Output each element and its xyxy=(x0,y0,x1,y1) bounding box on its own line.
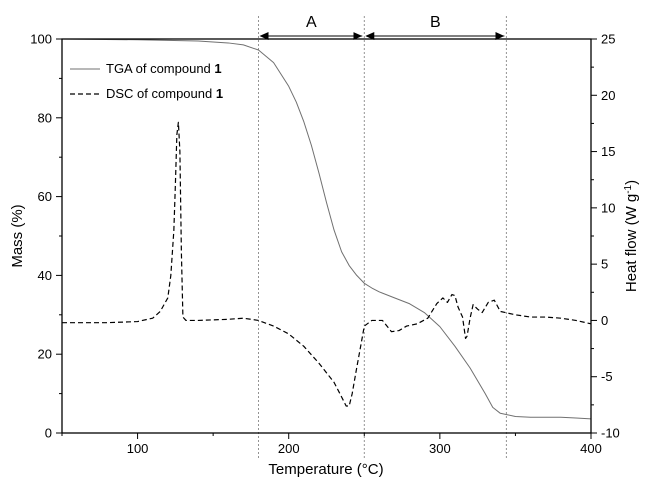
x-tick-label: 100 xyxy=(127,441,149,456)
x-tick-label: 400 xyxy=(580,441,602,456)
x-tick-label: 300 xyxy=(429,441,451,456)
series-line-dsc xyxy=(62,121,592,407)
legend-label-tga: TGA of compound 1 xyxy=(106,61,222,76)
y2-tick-label: -5 xyxy=(601,369,613,384)
y-tick-label: 40 xyxy=(38,268,52,283)
y2-axis-title: Heat flow (W g-1) xyxy=(623,180,641,292)
axes-layer: 100 200 300 400 0 20 40 60 80 100 -10 -5 0 5 10 15 20 25 xyxy=(30,32,620,457)
y2-tick-label: -10 xyxy=(601,426,620,441)
x-axis-title: Temperature (°C) xyxy=(268,461,383,478)
y2-tick-label: 5 xyxy=(601,257,608,272)
y2-tick-label: 20 xyxy=(601,88,615,103)
legend: TGA of compound 1 DSC of compound 1 xyxy=(70,61,223,101)
y2-tick-label: 25 xyxy=(601,32,615,47)
y-tick-label: 20 xyxy=(38,347,52,362)
x-tick-label: 200 xyxy=(278,441,300,456)
y2-tick-label: 10 xyxy=(601,200,615,215)
y-tick-label: 80 xyxy=(38,110,52,125)
region-label: A xyxy=(306,14,317,31)
y-tick-label: 100 xyxy=(30,32,52,47)
y-tick-label: 0 xyxy=(45,426,52,441)
y-tick-label: 60 xyxy=(38,189,52,204)
y-axis-title: Mass (%) xyxy=(9,204,26,267)
y2-tick-label: 0 xyxy=(601,313,608,328)
series-line-tga xyxy=(61,38,592,420)
y2-tick-label: 15 xyxy=(601,144,615,159)
series-layer xyxy=(61,38,592,420)
region-label: B xyxy=(430,14,441,31)
legend-label-dsc: DSC of compound 1 xyxy=(106,86,223,101)
